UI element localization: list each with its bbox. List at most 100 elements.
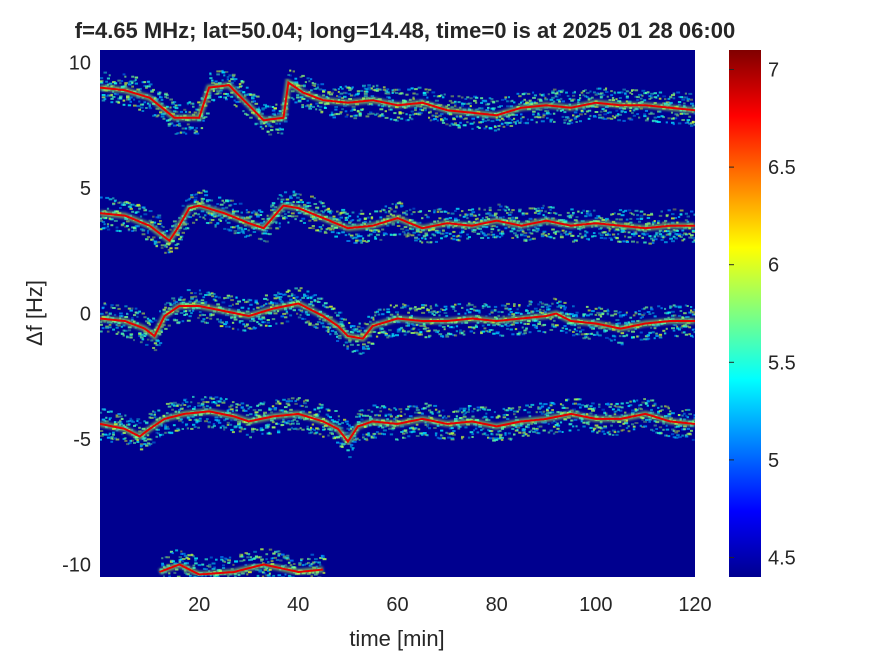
speckle-point bbox=[438, 95, 441, 97]
speckle-point bbox=[566, 215, 570, 218]
speckle-point bbox=[334, 106, 338, 108]
speckle-point bbox=[631, 240, 635, 243]
speckle-point bbox=[129, 334, 133, 337]
speckle-point bbox=[658, 214, 663, 217]
speckle-point bbox=[513, 303, 516, 306]
speckle-point bbox=[110, 437, 113, 440]
speckle-point bbox=[641, 236, 644, 239]
speckle-point bbox=[334, 331, 338, 334]
speckle-point bbox=[584, 113, 587, 115]
speckle-point bbox=[237, 224, 240, 227]
speckle-point bbox=[566, 95, 570, 97]
speckle-point bbox=[209, 317, 213, 320]
speckle-point bbox=[500, 117, 504, 120]
speckle-point bbox=[105, 416, 108, 419]
speckle-point bbox=[410, 323, 414, 326]
speckle-point bbox=[159, 435, 162, 438]
speckle-point bbox=[334, 333, 338, 335]
speckle-point bbox=[391, 427, 396, 430]
speckle-point bbox=[159, 342, 163, 345]
speckle-point bbox=[513, 305, 516, 307]
speckle-point bbox=[513, 228, 516, 231]
speckle-point bbox=[190, 292, 193, 295]
speckle-point bbox=[386, 88, 390, 91]
speckle-point bbox=[278, 299, 281, 302]
speckle-point bbox=[610, 314, 615, 317]
speckle-point bbox=[105, 311, 108, 314]
speckle-point bbox=[686, 305, 689, 307]
speckle-point bbox=[297, 308, 301, 311]
speckle-point bbox=[620, 231, 624, 233]
speckle-point bbox=[672, 92, 676, 95]
speckle-point bbox=[639, 218, 643, 220]
speckle-point bbox=[537, 323, 541, 325]
speckle-point bbox=[440, 434, 443, 437]
speckle-point bbox=[136, 312, 140, 315]
speckle-point bbox=[674, 217, 677, 219]
speckle-point bbox=[204, 194, 209, 197]
speckle-point bbox=[209, 397, 213, 400]
speckle-point bbox=[396, 438, 399, 441]
speckle-point bbox=[261, 218, 265, 220]
speckle-point bbox=[263, 401, 266, 404]
speckle-point bbox=[332, 228, 335, 231]
speckle-point bbox=[452, 410, 455, 413]
speckle-point bbox=[237, 300, 241, 303]
speckle-point bbox=[242, 323, 245, 326]
speckle-point bbox=[150, 90, 154, 93]
speckle-point bbox=[316, 207, 319, 210]
speckle-point bbox=[367, 234, 371, 237]
speckle-point bbox=[329, 93, 334, 96]
speckle-point bbox=[157, 428, 160, 431]
speckle-point bbox=[686, 120, 690, 123]
speckle-point bbox=[313, 197, 316, 200]
speckle-point bbox=[625, 100, 628, 103]
speckle-point bbox=[323, 107, 327, 109]
speckle-point bbox=[193, 199, 198, 202]
speckle-point bbox=[643, 312, 646, 315]
speckle-point bbox=[360, 209, 363, 212]
speckle-point bbox=[485, 109, 490, 112]
speckle-point bbox=[412, 207, 416, 210]
speckle-point bbox=[493, 236, 498, 239]
speckle-point bbox=[424, 402, 428, 405]
speckle-point bbox=[162, 414, 165, 417]
speckle-point bbox=[521, 92, 526, 95]
speckle-point bbox=[631, 320, 635, 323]
speckle-point bbox=[169, 302, 172, 305]
speckle-point bbox=[251, 428, 254, 431]
speckle-point bbox=[193, 292, 197, 295]
speckle-point bbox=[504, 96, 507, 99]
speckle-point bbox=[103, 71, 107, 74]
speckle-point bbox=[464, 228, 467, 230]
trace-1 bbox=[100, 189, 695, 254]
speckle-point bbox=[441, 232, 445, 235]
speckle-point bbox=[334, 311, 337, 314]
speckle-point bbox=[579, 97, 582, 100]
speckle-point bbox=[348, 322, 351, 324]
speckle-point bbox=[334, 226, 338, 229]
speckle-point bbox=[618, 97, 622, 99]
speckle-point bbox=[200, 398, 205, 401]
speckle-point bbox=[655, 334, 659, 337]
speckle-point bbox=[610, 90, 613, 93]
speckle-point bbox=[299, 219, 303, 222]
speckle-point bbox=[115, 414, 119, 417]
speckle-point bbox=[105, 80, 108, 83]
speckle-point bbox=[398, 408, 403, 411]
speckle-point bbox=[285, 411, 289, 413]
speckle-point bbox=[431, 412, 434, 415]
speckle-point bbox=[133, 226, 137, 229]
speckle-point bbox=[552, 100, 556, 103]
speckle-point bbox=[646, 92, 649, 95]
speckle-point bbox=[353, 94, 356, 97]
speckle-point bbox=[136, 420, 139, 422]
speckle-point bbox=[658, 333, 663, 336]
speckle-point bbox=[266, 423, 271, 426]
speckle-point bbox=[684, 92, 687, 95]
speckle-point bbox=[167, 427, 170, 430]
speckle-point bbox=[533, 218, 537, 221]
speckle-point bbox=[329, 305, 333, 308]
speckle-point bbox=[146, 322, 150, 325]
speckle-point bbox=[223, 201, 226, 204]
